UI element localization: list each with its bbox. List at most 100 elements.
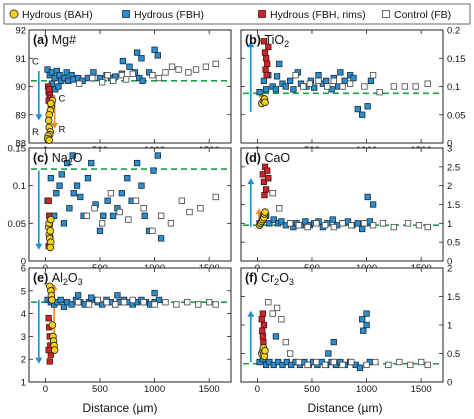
data-point — [260, 321, 268, 329]
data-point — [157, 235, 165, 242]
data-point — [390, 83, 398, 90]
data-point — [140, 299, 147, 306]
data-point — [107, 190, 115, 197]
y-tick-label: 0.5 — [447, 238, 460, 249]
data-point — [359, 316, 366, 323]
data-point — [290, 86, 297, 93]
data-point — [88, 294, 95, 301]
trend-arrow-head — [255, 208, 263, 215]
data-point — [260, 338, 267, 346]
data-point — [262, 186, 270, 193]
data-point — [261, 49, 269, 56]
y-tick-label: 88 — [15, 139, 26, 150]
data-point — [151, 289, 158, 297]
panel-title-text: TiO — [264, 33, 284, 47]
trend-arrow-head — [35, 357, 43, 364]
y-tick-label: 0.15 — [447, 54, 466, 65]
data-point — [361, 83, 368, 90]
data-point — [356, 364, 364, 371]
data-point — [155, 296, 163, 304]
data-point — [116, 208, 123, 216]
y-tick-label: 1.5 — [447, 200, 460, 211]
data-point — [321, 222, 329, 229]
data-point — [364, 103, 371, 110]
y-tick-label: 0.2 — [447, 26, 460, 37]
panel-title-text: Na — [52, 151, 68, 165]
data-point — [265, 299, 272, 306]
panel-title-subscript: 2 — [68, 157, 73, 167]
panel-title: (c) Na2O — [33, 151, 83, 167]
data-point — [286, 77, 294, 84]
data-point — [64, 159, 71, 167]
data-point — [83, 212, 91, 219]
trend-arrow-head — [35, 114, 43, 121]
trend-arrow-head — [247, 41, 255, 48]
data-point — [369, 201, 377, 208]
y-tick-label: 0.1 — [13, 181, 26, 192]
data-point — [315, 77, 322, 84]
data-point — [304, 361, 311, 369]
y-tick-label: 0.5 — [447, 349, 460, 360]
panel-frame — [28, 147, 232, 262]
data-point — [313, 358, 320, 366]
data-point — [88, 159, 95, 167]
data-point — [114, 292, 121, 299]
data-point — [53, 190, 60, 197]
data-point — [359, 225, 366, 233]
data-point — [364, 193, 371, 201]
data-point — [270, 216, 277, 223]
y-tick-label: 0 — [447, 257, 452, 268]
data-point — [47, 174, 54, 182]
data-point — [265, 174, 272, 182]
data-point — [261, 208, 269, 216]
y-tick-label: 1 — [21, 378, 26, 389]
data-point — [363, 321, 370, 329]
data-point — [390, 223, 398, 231]
data-point — [347, 80, 354, 87]
data-point — [300, 83, 307, 90]
data-point — [45, 136, 53, 144]
data-point — [259, 333, 266, 340]
data-point — [341, 77, 348, 84]
legend-marker-3 — [382, 10, 390, 18]
data-point — [126, 63, 133, 70]
panel-title-text: Cr — [261, 271, 274, 285]
data-point — [278, 316, 285, 323]
data-point — [260, 77, 268, 84]
data-point — [361, 220, 368, 227]
y-tick-label: 92 — [15, 26, 26, 37]
y-tick-label: 0.05 — [8, 219, 27, 230]
y-tick-label: 4 — [21, 309, 26, 320]
data-point — [48, 321, 57, 329]
y-tick-label: 0 — [447, 378, 452, 389]
data-point — [313, 220, 320, 227]
data-point — [129, 296, 136, 304]
data-point — [60, 303, 68, 310]
data-point — [256, 89, 263, 96]
data-point — [192, 66, 200, 73]
panel-title-text: O — [73, 151, 83, 165]
data-point — [151, 46, 158, 53]
y-tick-label: 1 — [447, 219, 452, 230]
x-tick-label: 1500 — [199, 384, 220, 395]
data-point — [140, 205, 147, 212]
data-point — [260, 178, 268, 186]
panel-tag: (d) — [245, 151, 264, 165]
data-point — [295, 222, 303, 229]
x-axis-label-left: Distance (µm) — [83, 401, 158, 415]
data-point — [259, 327, 266, 334]
data-point — [259, 310, 266, 317]
data-point — [359, 111, 366, 118]
data-point — [154, 152, 161, 159]
panel-title: (a) Mg# — [33, 33, 76, 47]
data-point — [269, 310, 276, 317]
data-point — [282, 83, 289, 90]
panel-title: (d) CaO — [245, 151, 290, 165]
x-tick-label: 1000 — [356, 384, 377, 395]
data-point — [99, 220, 106, 227]
panel-title: (f) Cr2O3 — [245, 271, 294, 287]
data-point — [138, 55, 145, 62]
data-point — [162, 299, 169, 306]
panel-title: (e) Al2O3 — [33, 271, 83, 287]
